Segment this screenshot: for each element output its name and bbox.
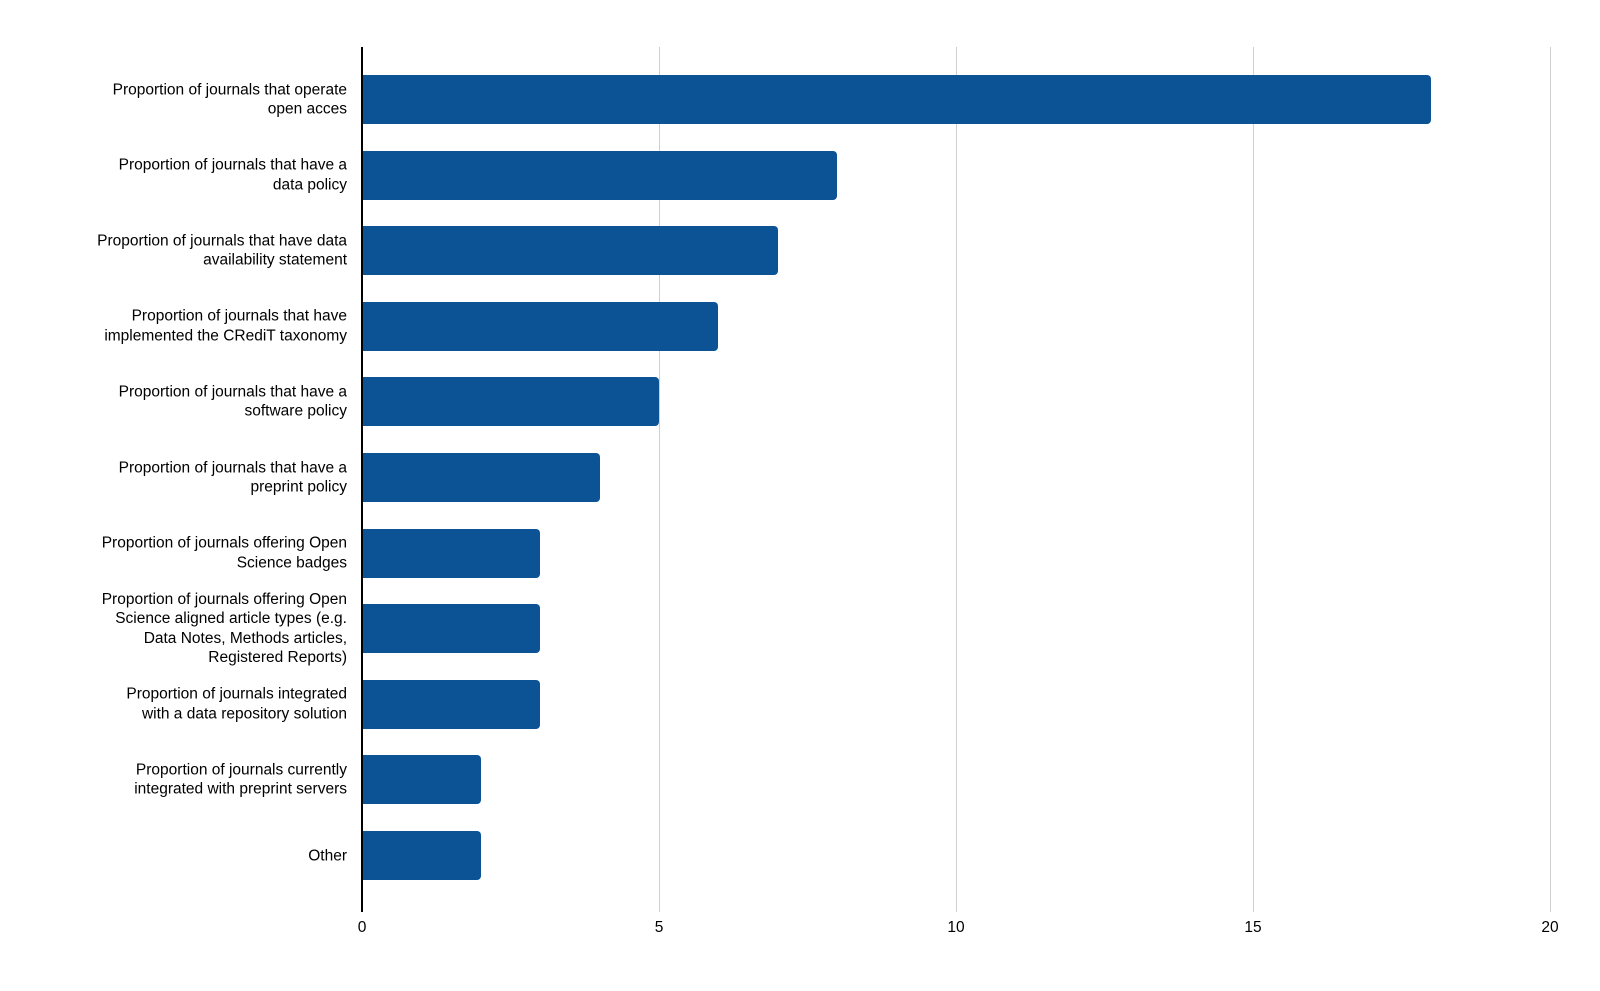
category-label: Proportion of journals currently integra… bbox=[134, 761, 347, 798]
x-gridline bbox=[956, 47, 957, 912]
category-label: Proportion of journals integrated with a… bbox=[126, 685, 347, 723]
bar bbox=[362, 679, 541, 729]
bar bbox=[362, 831, 481, 880]
bar bbox=[362, 150, 838, 200]
x-axis-tick-label: 20 bbox=[1541, 919, 1559, 936]
category-label: Proportion of journals that have impleme… bbox=[104, 307, 347, 345]
bar bbox=[362, 604, 541, 654]
category-label: Proportion of journals that have a prepr… bbox=[118, 459, 347, 496]
category-label: Proportion of journals that operate open… bbox=[112, 81, 347, 118]
x-axis-tick-label: 5 bbox=[654, 919, 664, 936]
x-axis-tick-label: 10 bbox=[947, 919, 965, 936]
category-label: Proportion of journals that have data av… bbox=[97, 232, 347, 269]
bar bbox=[362, 377, 659, 427]
bar bbox=[362, 453, 600, 502]
x-gridline bbox=[659, 47, 660, 912]
x-axis-tick-label: 15 bbox=[1244, 919, 1262, 936]
category-label: Proportion of journals offering Open Sci… bbox=[101, 534, 347, 572]
bar bbox=[362, 528, 541, 578]
category-label: Proportion of journals that have a data … bbox=[118, 156, 347, 194]
x-gridline bbox=[1253, 47, 1254, 912]
category-label: Proportion of journals offering Open Sci… bbox=[101, 590, 347, 667]
category-label: Other bbox=[308, 846, 347, 864]
bar bbox=[362, 75, 1432, 124]
bar bbox=[362, 301, 719, 351]
x-gridline bbox=[1550, 47, 1551, 912]
category-label: Proportion of journals that have a softw… bbox=[118, 383, 347, 420]
bar bbox=[362, 226, 778, 276]
bar bbox=[362, 755, 481, 805]
x-axis-tick-label: 0 bbox=[357, 919, 367, 936]
y-axis-line bbox=[361, 47, 363, 912]
